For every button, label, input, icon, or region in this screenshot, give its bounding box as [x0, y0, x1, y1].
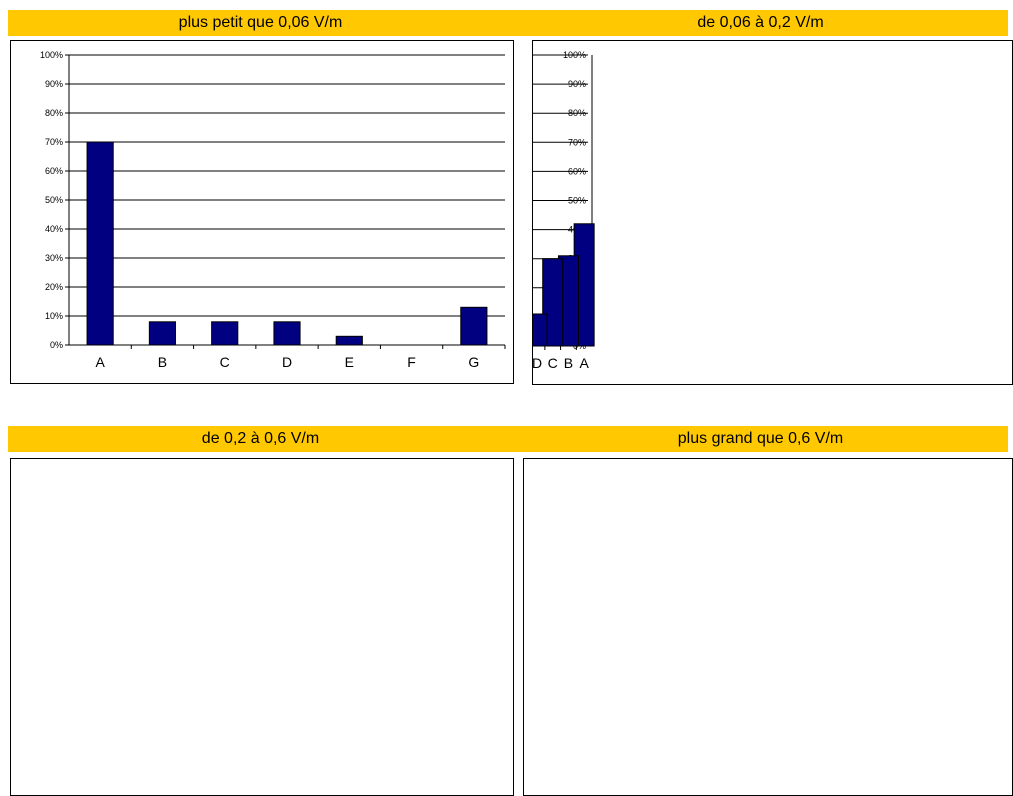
- x-tick-label: G: [468, 354, 479, 370]
- x-tick-label: A: [579, 355, 589, 371]
- x-tick-label: A: [95, 354, 105, 370]
- bar-E: [335, 335, 363, 346]
- x-tick-label: C: [220, 354, 230, 370]
- chart-title-lt-0-06: plus petit que 0,06 V/m: [8, 10, 513, 36]
- chart-title-0-06-to-0-2: de 0,06 à 0,2 V/m: [513, 10, 1008, 36]
- y-tick-label: 20%: [45, 282, 63, 292]
- y-tick-label: 0%: [50, 340, 63, 350]
- x-tick-label: E: [345, 354, 354, 370]
- y-tick-label: 100%: [40, 50, 63, 60]
- y-tick-label: 90%: [568, 79, 586, 89]
- y-tick-label: 80%: [45, 108, 63, 118]
- y-tick-label: 70%: [45, 137, 63, 147]
- y-tick-label: 10%: [45, 311, 63, 321]
- chart-title-0-2-to-0-6: de 0,2 à 0,6 V/m: [8, 426, 513, 452]
- x-tick-label: B: [158, 354, 167, 370]
- bar-D: [533, 313, 548, 347]
- x-tick-label: D: [533, 355, 542, 371]
- chart-panel-lt-0-06: 0% 10% 20% 30% 40% 50% 60% 70% 80% 90% 100% A B C D E F G: [10, 40, 514, 384]
- y-tick-label: 70%: [568, 137, 586, 147]
- bar-B: [148, 321, 177, 346]
- y-tick-label: 80%: [568, 108, 586, 118]
- x-tick-label: B: [564, 355, 573, 371]
- chart-title-gt-0-6: plus grand que 0,6 V/m: [513, 426, 1008, 452]
- bar-chart-lt-0-06: 0% 10% 20% 30% 40% 50% 60% 70% 80% 90% 100% A B C D E F G: [40, 50, 506, 370]
- y-tick-label: 60%: [45, 166, 63, 176]
- y-tick-label: 100%: [563, 50, 586, 60]
- x-tick-label: F: [407, 354, 416, 370]
- bar-A: [86, 141, 114, 346]
- y-tick-label: 60%: [568, 166, 586, 176]
- bar-D: [273, 321, 301, 346]
- x-tick-label: C: [548, 355, 558, 371]
- y-tick-label: 30%: [45, 253, 63, 263]
- x-tick-label: D: [282, 354, 292, 370]
- y-tick-label: 50%: [568, 196, 586, 206]
- y-tick-label: 50%: [45, 195, 63, 205]
- bar-G: [460, 306, 488, 346]
- y-tick-label: 40%: [45, 224, 63, 234]
- y-tick-label: 90%: [45, 79, 63, 89]
- bar-C: [211, 321, 239, 346]
